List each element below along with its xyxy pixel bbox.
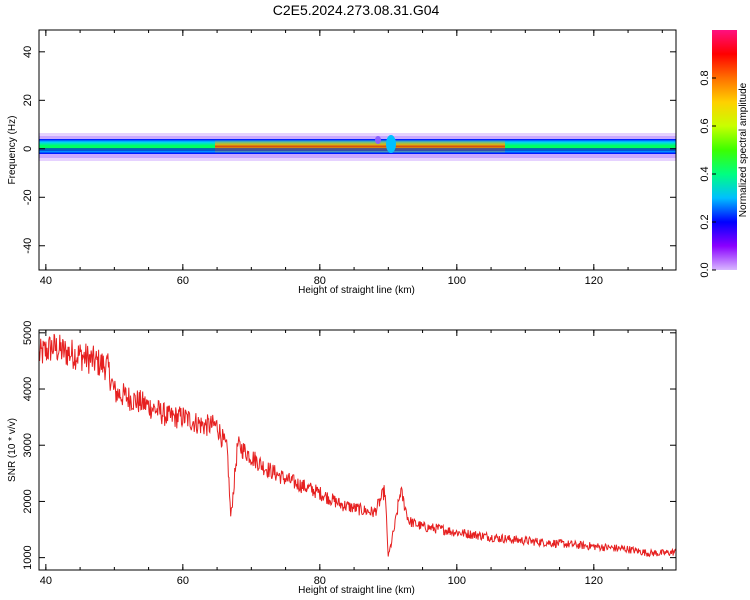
spectrogram-axes: 40 60 80 100 120 40 20 0 -20 -40 Height of straigh… — [7, 30, 676, 296]
colorbar-scale — [712, 30, 737, 270]
x-tick-label: 40 — [40, 575, 52, 587]
y-tick-label: 5000 — [22, 321, 34, 345]
x-tick-label: 120 — [585, 275, 603, 287]
x-tick-label: 80 — [314, 575, 326, 587]
band-lower-edge — [39, 148, 676, 151]
spectrogram-frame — [38, 29, 677, 271]
band-disturbance — [386, 135, 396, 153]
x-tick-label: 40 — [40, 275, 52, 287]
colorbar-tick-label: 0.6 — [699, 118, 711, 133]
y-tick-label: -40 — [22, 238, 34, 254]
y-tick-label: 40 — [22, 46, 34, 58]
colorbar: 0.0 0.2 0.4 0.6 0.8 Normalized spectral ampli… — [699, 30, 749, 278]
y-tick-label: 4000 — [22, 377, 34, 401]
spectrogram-image — [39, 133, 676, 161]
y-axis-label: Frequency (Hz) — [7, 116, 18, 185]
colorbar-tick-label: 0.2 — [699, 214, 711, 229]
snr-series-line — [39, 333, 676, 558]
snr-panel: 40 60 80 100 120 5000 4000 3000 2000 1000 Height o… — [7, 321, 677, 596]
y-tick-label: -20 — [22, 189, 34, 205]
colorbar-tick-label: 0.0 — [699, 262, 711, 277]
y-axis-label: SNR (10 * v/v) — [7, 418, 18, 482]
x-tick-label: 100 — [448, 275, 466, 287]
snr-frame — [38, 329, 677, 571]
x-tick-label: 100 — [448, 575, 466, 587]
y-tick-label: 20 — [22, 94, 34, 106]
x-axis-label: Height of straight line (km) — [298, 285, 415, 296]
band-hot-segment — [215, 140, 505, 153]
y-tick-label: 3000 — [22, 433, 34, 457]
x-tick-label: 120 — [585, 575, 603, 587]
colorbar-tick-label: 0.8 — [699, 70, 711, 85]
x-axis-label: Height of straight line (km) — [298, 585, 415, 596]
chart-title: C2E5.2024.273.08.31.G04 — [273, 2, 440, 18]
y-tick-label: 0 — [22, 146, 34, 152]
colorbar-tick-label: 0.4 — [699, 166, 711, 181]
y-tick-label: 2000 — [22, 489, 34, 513]
y-tick-label: 1000 — [22, 545, 34, 569]
x-tick-label: 60 — [177, 275, 189, 287]
x-tick-label: 60 — [177, 575, 189, 587]
snr-axes: 40 60 80 100 120 5000 4000 3000 2000 1000 Height o… — [7, 321, 676, 596]
colorbar-label: Normalized spectral amplitude — [738, 82, 749, 217]
colorbar-ticks: 0.0 0.2 0.4 0.6 0.8 Normalized spectral ampli… — [699, 70, 749, 277]
spectrogram-panel: 40 60 80 100 120 40 20 0 -20 -40 Height of straigh… — [7, 29, 677, 296]
band-disturbance-2 — [375, 136, 381, 144]
x-tick-label: 80 — [314, 275, 326, 287]
